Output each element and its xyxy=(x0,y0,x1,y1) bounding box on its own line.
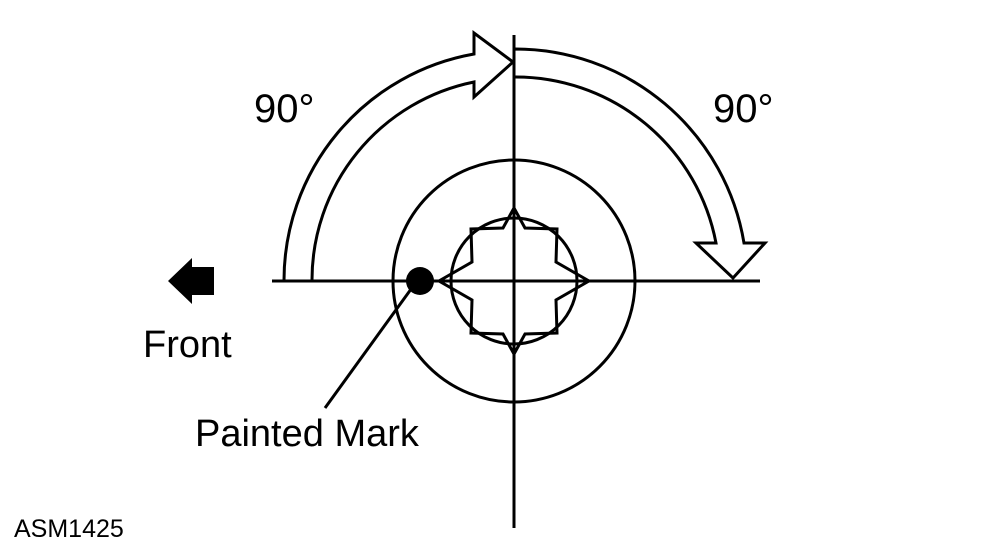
second-rotation-arrow xyxy=(512,47,769,281)
painted-mark-label: Painted Mark xyxy=(195,413,419,455)
figure-code-label: ASM1425 xyxy=(14,515,124,543)
inner-bolt-circle xyxy=(449,216,579,346)
painted-mark-leader-line xyxy=(323,284,416,409)
first-rotation-arrow xyxy=(282,30,516,283)
twelve-point-bolt-head xyxy=(435,204,593,358)
front-direction-label: Front xyxy=(143,324,232,366)
left-arrow-icon xyxy=(168,258,214,304)
outer-washer-circle xyxy=(391,158,637,404)
painted-mark-dot xyxy=(406,267,434,295)
second-angle-label: 90° xyxy=(713,87,774,131)
first-angle-label: 90° xyxy=(254,87,315,131)
